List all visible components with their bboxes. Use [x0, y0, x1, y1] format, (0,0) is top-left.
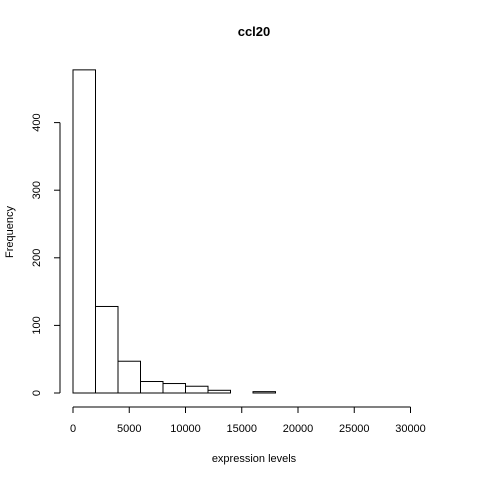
chart-title: ccl20: [238, 24, 271, 39]
histogram-bar: [140, 381, 164, 394]
histogram-bar: [95, 305, 119, 394]
y-tick-label: 200: [31, 249, 43, 267]
x-tick-label: 10000: [170, 423, 201, 435]
x-tick-label: 0: [70, 423, 76, 435]
histogram-bar: [252, 391, 276, 394]
y-axis-label: Frequency: [4, 206, 16, 258]
x-tick-label: 5000: [117, 423, 141, 435]
x-axis-label: expression levels: [212, 453, 297, 465]
y-tick-label: 0: [31, 390, 43, 396]
y-axis: 0 100 200 300 400: [31, 113, 61, 396]
x-tick-label: 15000: [226, 423, 257, 435]
x-tick-label: 20000: [283, 423, 314, 435]
histogram-bar: [117, 360, 141, 394]
x-tick-label: 30000: [395, 423, 426, 435]
histogram-bar: [162, 383, 186, 394]
histogram-bar: [185, 385, 209, 394]
x-tick-label: 25000: [339, 423, 370, 435]
histogram-bar: [207, 389, 231, 394]
bars-group: [72, 69, 276, 394]
y-tick-label: 400: [31, 113, 43, 131]
x-axis: 0 5000 10000 15000 20000 25000 30000: [70, 406, 426, 435]
y-tick-label: 300: [31, 181, 43, 199]
y-tick-label: 100: [31, 316, 43, 334]
histogram-bar: [72, 69, 96, 394]
